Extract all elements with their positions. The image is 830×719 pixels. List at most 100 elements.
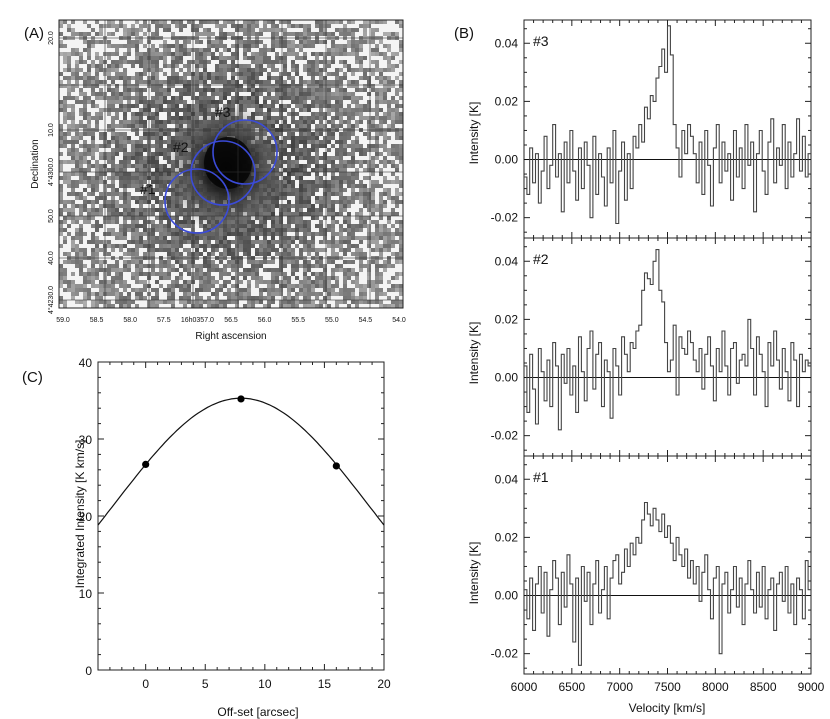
noise-pixel (75, 292, 79, 296)
noise-pixel (151, 264, 155, 268)
noise-pixel (131, 104, 135, 108)
noise-pixel (323, 20, 327, 24)
noise-pixel (303, 132, 307, 136)
noise-pixel (303, 44, 307, 48)
noise-pixel (123, 140, 127, 144)
noise-pixel (339, 140, 343, 144)
noise-pixel (143, 168, 147, 172)
noise-pixel (291, 136, 295, 140)
noise-pixel (111, 164, 115, 168)
noise-pixel (63, 220, 67, 224)
noise-pixel (299, 152, 303, 156)
noise-pixel (135, 304, 139, 308)
noise-pixel (259, 72, 263, 76)
noise-pixel (123, 172, 127, 176)
noise-pixel (79, 192, 83, 196)
noise-pixel (179, 296, 183, 300)
noise-pixel (379, 124, 383, 128)
noise-pixel (395, 304, 399, 308)
noise-pixel (219, 236, 223, 240)
noise-pixel (307, 264, 311, 268)
noise-pixel (291, 192, 295, 196)
noise-pixel (275, 288, 279, 292)
noise-pixel (67, 180, 71, 184)
noise-pixel (159, 148, 163, 152)
noise-pixel (163, 276, 167, 280)
noise-pixel (259, 88, 263, 92)
noise-pixel (79, 180, 83, 184)
noise-pixel (67, 160, 71, 164)
noise-pixel (223, 84, 227, 88)
noise-pixel (307, 132, 311, 136)
noise-pixel (195, 80, 199, 84)
noise-pixel (367, 264, 371, 268)
noise-pixel (123, 136, 127, 140)
noise-pixel (323, 296, 327, 300)
noise-pixel (319, 200, 323, 204)
noise-pixel (375, 60, 379, 64)
noise-pixel (119, 304, 123, 308)
noise-pixel (383, 52, 387, 56)
y-tick-label: 0.04 (495, 36, 519, 50)
noise-pixel (75, 68, 79, 72)
noise-pixel (259, 292, 263, 296)
noise-pixel (171, 116, 175, 120)
noise-pixel (151, 176, 155, 180)
noise-pixel (291, 132, 295, 136)
noise-pixel (127, 248, 131, 252)
noise-pixel (283, 232, 287, 236)
noise-pixel (307, 228, 311, 232)
noise-pixel (135, 264, 139, 268)
noise-pixel (123, 148, 127, 152)
noise-pixel (275, 220, 279, 224)
noise-pixel (167, 260, 171, 264)
noise-pixel (135, 160, 139, 164)
noise-pixel (91, 132, 95, 136)
noise-pixel (135, 156, 139, 160)
noise-pixel (319, 220, 323, 224)
noise-pixel (75, 248, 79, 252)
noise-pixel (287, 124, 291, 128)
noise-pixel (119, 124, 123, 128)
noise-pixel (215, 92, 219, 96)
noise-pixel (335, 28, 339, 32)
noise-pixel (327, 284, 331, 288)
noise-pixel (171, 304, 175, 308)
noise-pixel (315, 140, 319, 144)
noise-pixel (363, 200, 367, 204)
noise-pixel (171, 228, 175, 232)
noise-pixel (387, 240, 391, 244)
noise-pixel (183, 268, 187, 272)
noise-pixel (271, 32, 275, 36)
noise-pixel (119, 232, 123, 236)
noise-pixel (95, 200, 99, 204)
noise-pixel (247, 20, 251, 24)
noise-pixel (399, 116, 403, 120)
noise-pixel (323, 204, 327, 208)
noise-pixel (79, 92, 83, 96)
noise-pixel (143, 196, 147, 200)
noise-pixel (107, 240, 111, 244)
noise-pixel (391, 172, 395, 176)
noise-pixel (275, 28, 279, 32)
noise-pixel (343, 52, 347, 56)
noise-pixel (383, 156, 387, 160)
noise-pixel (119, 132, 123, 136)
noise-pixel (199, 76, 203, 80)
noise-pixel (59, 268, 63, 272)
noise-pixel (155, 188, 159, 192)
noise-pixel (195, 84, 199, 88)
noise-pixel (207, 60, 211, 64)
noise-pixel (159, 92, 163, 96)
noise-pixel (87, 208, 91, 212)
noise-pixel (219, 68, 223, 72)
noise-pixel (203, 80, 207, 84)
noise-pixel (399, 152, 403, 156)
noise-pixel (335, 80, 339, 84)
noise-pixel (383, 116, 387, 120)
noise-pixel (99, 152, 103, 156)
noise-pixel (259, 228, 263, 232)
noise-pixel (271, 228, 275, 232)
noise-pixel (139, 212, 143, 216)
noise-pixel (163, 240, 167, 244)
